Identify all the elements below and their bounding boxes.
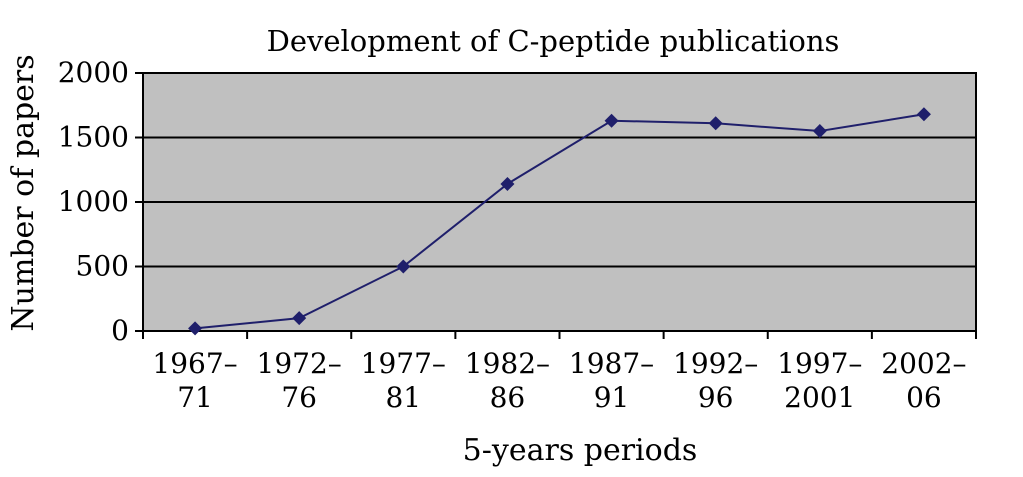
data-series [188, 107, 931, 336]
data-point [812, 124, 827, 139]
x-tick-label: 1987– [569, 347, 654, 380]
x-tick-label: 81 [385, 381, 421, 414]
y-axis-ticks: 0 500 1000 1500 2000 [58, 56, 143, 347]
data-point [916, 107, 931, 122]
x-tick-label: 1997– [777, 347, 862, 380]
y-tick-label: 500 [76, 250, 129, 283]
chart-title: Development of C-peptide publications [267, 24, 840, 58]
x-tick-label: 1967– [152, 347, 237, 380]
x-tick-label: 71 [177, 381, 213, 414]
x-tick-label: 1992– [673, 347, 758, 380]
data-point [188, 321, 203, 336]
series-line [194, 113, 925, 330]
data-point [708, 116, 723, 131]
x-tick-label: 1972– [257, 347, 342, 380]
x-tick-label: 1977– [361, 347, 446, 380]
y-tick-label: 0 [111, 314, 129, 347]
y-axis-title: Number of papers [6, 54, 41, 331]
data-point [500, 176, 515, 191]
data-point [604, 113, 619, 128]
x-tick-label: 76 [281, 381, 317, 414]
gridlines [143, 136, 976, 268]
x-axis-ticks: 1967–71 1972–76 1977–81 1982–86 1987–91 1992–… [142, 331, 977, 414]
data-point [396, 259, 411, 274]
x-tick-label: 96 [698, 381, 734, 414]
x-tick-label: 2002– [881, 347, 966, 380]
y-tick-label: 1500 [58, 121, 129, 154]
y-tick-label: 1000 [58, 185, 129, 218]
x-tick-label: 86 [490, 381, 526, 414]
x-axis-title: 5-years periods [463, 433, 698, 468]
y-tick-label: 2000 [58, 56, 129, 89]
x-tick-label: 06 [906, 381, 942, 414]
x-tick-label: 1982– [465, 347, 550, 380]
x-tick-label: 2001 [784, 381, 855, 414]
data-point [292, 311, 307, 326]
x-tick-label: 91 [594, 381, 630, 414]
